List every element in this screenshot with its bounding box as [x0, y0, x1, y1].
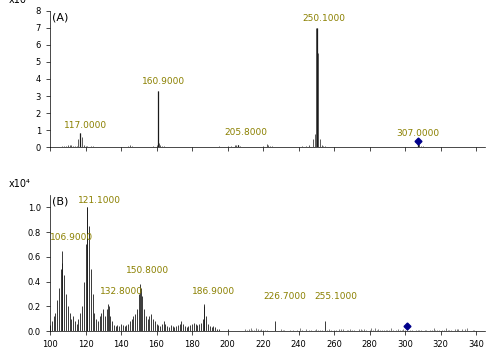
Text: 307.0000: 307.0000 [396, 129, 440, 138]
Text: 132.8000: 132.8000 [100, 288, 142, 297]
Text: 250.1000: 250.1000 [302, 14, 345, 23]
Text: 150.8000: 150.8000 [126, 266, 170, 275]
Text: 186.9000: 186.9000 [192, 288, 235, 297]
Text: 255.1000: 255.1000 [314, 292, 358, 301]
Y-axis label: x10⁴: x10⁴ [8, 0, 30, 5]
Text: 106.9000: 106.9000 [50, 233, 93, 242]
Text: 117.0000: 117.0000 [64, 121, 108, 130]
Y-axis label: x10⁴: x10⁴ [8, 179, 30, 189]
Text: 160.9000: 160.9000 [142, 77, 186, 86]
Text: 205.8000: 205.8000 [224, 128, 267, 137]
Text: (A): (A) [52, 12, 68, 22]
Text: 226.7000: 226.7000 [263, 292, 306, 301]
Text: (B): (B) [52, 196, 68, 206]
Text: 121.1000: 121.1000 [78, 196, 122, 205]
